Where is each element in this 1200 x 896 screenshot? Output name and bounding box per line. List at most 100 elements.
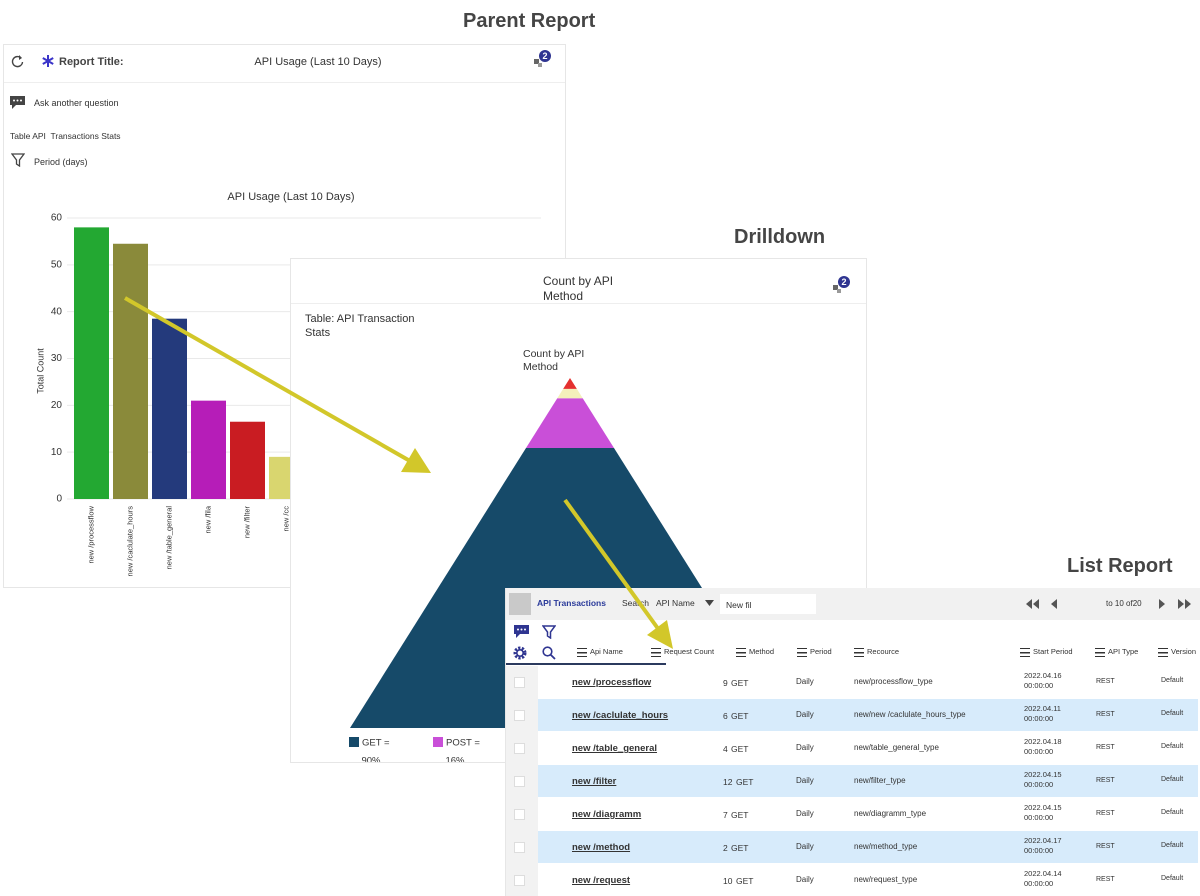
bar (152, 318, 187, 499)
request-count: 9 (723, 678, 728, 688)
method: GET (731, 810, 749, 820)
api-link[interactable]: new /diagramm (572, 809, 642, 820)
badge-icon (534, 50, 551, 67)
period: Daily (796, 743, 814, 752)
pager-back[interactable] (1026, 598, 1066, 610)
legend-label: POST = (446, 738, 480, 749)
menu-button[interactable] (509, 593, 531, 615)
bar (74, 227, 109, 499)
header-icon (797, 648, 807, 657)
search-input[interactable]: New fil (720, 594, 816, 614)
start-time: 00:00:00 (1024, 780, 1054, 789)
start-date: 2022.04.15 (1024, 770, 1062, 779)
report-header: Count by API Method (543, 274, 614, 303)
method: GET (736, 777, 754, 787)
column-header: API Type (1108, 647, 1139, 656)
pyramid-segment (563, 378, 577, 389)
resource: new/method_type (854, 842, 918, 851)
checkbox[interactable] (514, 875, 525, 886)
chat-icon[interactable] (9, 95, 26, 110)
api-type: REST (1096, 678, 1115, 685)
legend-value: 16% (445, 756, 465, 762)
filter-icon[interactable] (11, 153, 25, 167)
checkbox[interactable] (514, 743, 525, 754)
required-icon (42, 55, 54, 67)
search-field[interactable]: API Name (656, 598, 695, 608)
heading: List Report (1067, 555, 1173, 577)
api-type: REST (1096, 843, 1115, 850)
checkbox[interactable] (514, 809, 525, 820)
resource: new/processflow_type (854, 677, 933, 686)
request-count: 6 (723, 711, 728, 721)
chat-icon[interactable] (513, 624, 530, 639)
api-link[interactable]: new /filter (572, 776, 617, 787)
badge[interactable]: 2 (831, 275, 851, 295)
bar (191, 400, 226, 499)
period: Daily (796, 875, 814, 884)
x-tick-label: new /processflow (86, 505, 95, 563)
api-link[interactable]: new /method (572, 842, 631, 853)
api-link[interactable]: new /processflow (572, 677, 652, 688)
column-header: Period (810, 647, 832, 656)
checkbox[interactable] (514, 677, 525, 688)
version: Default (1161, 809, 1184, 816)
list-report: API Transactions Search API Name New fil… (505, 588, 1200, 896)
legend-value: 90% (361, 756, 381, 762)
search-text: New fil (726, 600, 752, 610)
checkbox[interactable] (514, 710, 525, 721)
start-time: 00:00:00 (1024, 681, 1054, 690)
dropdown-caret[interactable] (705, 600, 714, 606)
badge[interactable]: 2 (532, 49, 552, 69)
search-icon[interactable] (542, 646, 556, 660)
y-tick-label: 30 (51, 353, 63, 364)
column-header: Request Count (664, 647, 715, 656)
filter-label: Period (days) (34, 157, 88, 167)
pager-forward[interactable] (1159, 598, 1199, 610)
start-date: 2022.04.15 (1024, 803, 1062, 812)
api-type: REST (1096, 777, 1115, 784)
version: Default (1161, 776, 1184, 783)
list-table: Api Name Request Count Method Period Recourc… (506, 588, 1200, 896)
column-header: Method (749, 647, 775, 656)
legend-label: GET = (362, 738, 390, 749)
row-bg (538, 831, 1198, 863)
api-link[interactable]: new /caclulate_hours (572, 710, 669, 721)
row-bg (538, 699, 1198, 731)
settings-icon[interactable] (513, 646, 527, 660)
bar (113, 243, 148, 499)
divider (4, 82, 565, 83)
period: Daily (796, 710, 814, 719)
api-link[interactable]: new /table_general (572, 743, 658, 754)
period: Daily (796, 677, 814, 686)
request-count: 12 (723, 777, 733, 787)
checkbox[interactable] (514, 842, 525, 853)
y-axis-label: Total Count (35, 348, 45, 394)
method: GET (731, 711, 749, 721)
resource: new/table_general_type (854, 743, 939, 752)
api-link[interactable]: new /request (572, 875, 631, 886)
header-icon (854, 648, 864, 657)
refresh-icon[interactable] (11, 54, 25, 68)
version: Default (1161, 875, 1184, 882)
start-date: 2022.04.17 (1024, 836, 1062, 845)
column-header: Version (1171, 647, 1197, 656)
chart-title: API Usage (Last 10 Days) (227, 191, 354, 203)
api-type: REST (1096, 744, 1115, 751)
filter-icon[interactable] (542, 625, 556, 639)
resource: new/diagramm_type (854, 809, 927, 818)
pager: to 10 of20 (1106, 599, 1142, 608)
header-icon (1095, 648, 1105, 657)
resource: new/request_type (854, 875, 918, 884)
version: Default (1161, 743, 1184, 750)
x-tick-label: new /caclulate_hours (125, 506, 134, 577)
x-tick-label: new /cc (281, 506, 290, 532)
resource: new/filter_type (854, 776, 906, 785)
ask-link[interactable]: Ask another question (34, 98, 119, 108)
y-tick-label: 40 (51, 306, 63, 317)
start-time: 00:00:00 (1024, 846, 1054, 855)
column-header: Recource (867, 647, 900, 656)
bar-chart: API Usage (Last 10 Days) Total Count 0 10 20… (35, 191, 541, 577)
y-tick-label: 60 (51, 213, 63, 224)
column-header: Api Name (590, 647, 623, 656)
checkbox[interactable] (514, 776, 525, 787)
